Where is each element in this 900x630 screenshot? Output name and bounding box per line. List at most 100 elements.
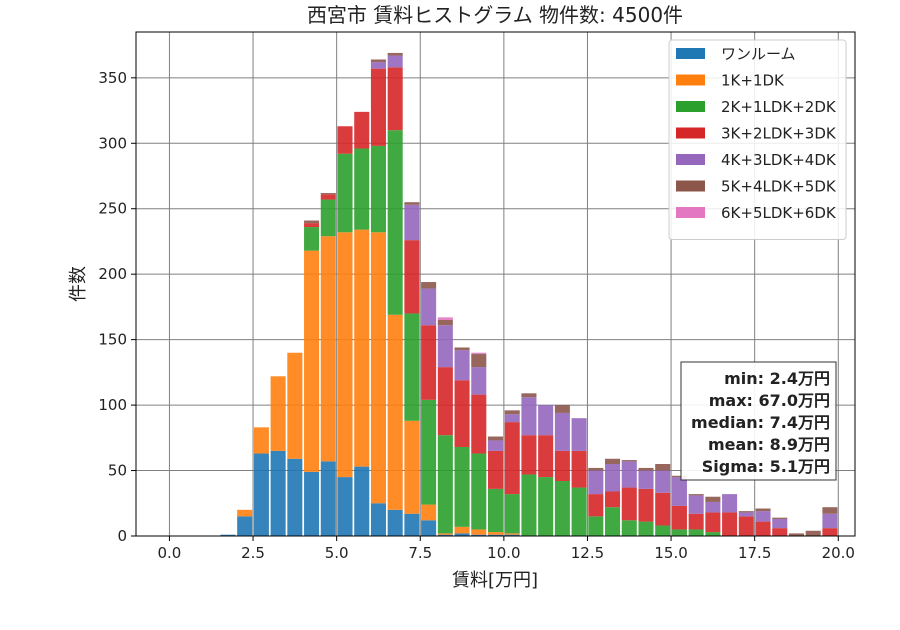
bar-5-bin-37 xyxy=(822,513,838,529)
bar-6-bin-29 xyxy=(688,494,704,496)
bar-2-bin-7 xyxy=(320,236,336,462)
legend-label-7: 6K+5LDK+6DK xyxy=(721,204,837,222)
bar-5-bin-19 xyxy=(521,397,537,436)
bar-1-bin-18 xyxy=(504,534,520,536)
bar-4-bin-11 xyxy=(387,67,403,131)
y-tick-label: 0 xyxy=(117,527,127,545)
bar-6-bin-13 xyxy=(421,282,437,289)
legend-box xyxy=(668,39,847,240)
bar-1-bin-16 xyxy=(471,534,487,536)
stats-line-2: max: 67.0万円 xyxy=(709,391,830,410)
bar-7-bin-16 xyxy=(471,352,487,355)
bar-6-bin-10 xyxy=(370,59,386,63)
bar-6-bin-33 xyxy=(755,508,771,512)
y-tick-label: 250 xyxy=(98,200,127,218)
plot-frame xyxy=(135,31,856,537)
bar-6-bin-17 xyxy=(487,436,504,441)
bar-6-bin-23 xyxy=(588,467,604,471)
bar-5-bin-33 xyxy=(755,511,771,522)
bar-3-bin-15 xyxy=(454,446,470,527)
bar-4-bin-21 xyxy=(554,450,570,482)
legend-swatch-1 xyxy=(676,48,705,59)
bar-4-bin-13 xyxy=(421,325,437,400)
bar-6-bin-35 xyxy=(788,533,805,536)
bar-4-bin-17 xyxy=(487,450,504,489)
bar-1-bin-8 xyxy=(337,477,353,536)
bar-6-bin-7 xyxy=(320,193,336,195)
bar-3-bin-28 xyxy=(671,529,687,536)
bars-layer xyxy=(220,52,838,536)
legend: ワンルーム 1K+1DK 2K+1LDK+2DK 3K+2LDK+3DK 4K+3LDK… xyxy=(668,39,847,240)
bar-6-bin-18 xyxy=(504,410,520,415)
bar-5-bin-16 xyxy=(471,367,487,395)
x-tick-label: 12.5 xyxy=(571,544,604,562)
bar-4-bin-19 xyxy=(521,435,537,475)
legend-swatch-3 xyxy=(676,101,705,112)
x-axis-label: 賃料[万円] xyxy=(452,570,538,591)
legend-swatch-5 xyxy=(676,154,705,165)
bar-4-bin-33 xyxy=(755,521,771,536)
bar-6-bin-11 xyxy=(387,52,403,56)
bar-1-bin-12 xyxy=(404,513,420,536)
bar-6-bin-16 xyxy=(471,354,487,368)
bar-1-bin-6 xyxy=(304,471,320,536)
bar-2-bin-13 xyxy=(421,504,437,521)
bar-3-bin-17 xyxy=(487,488,504,533)
bar-4-bin-31 xyxy=(722,512,738,536)
bar-1-bin-1 xyxy=(220,534,236,536)
x-tick-label: 20.0 xyxy=(822,544,855,562)
bar-2-bin-18 xyxy=(504,533,520,535)
bar-5-bin-18 xyxy=(504,414,520,423)
bar-4-bin-29 xyxy=(688,513,704,530)
x-tick-label: 2.5 xyxy=(241,544,265,562)
bar-2-bin-17 xyxy=(487,532,504,535)
bar-3-bin-22 xyxy=(571,487,587,536)
bar-1-bin-13 xyxy=(421,520,437,536)
bar-5-bin-34 xyxy=(772,518,788,529)
bar-4-bin-20 xyxy=(538,435,554,478)
bar-6-bin-37 xyxy=(822,507,838,514)
bar-6-bin-36 xyxy=(805,530,821,536)
bar-5-bin-12 xyxy=(404,204,420,241)
bar-4-bin-16 xyxy=(471,394,487,454)
bar-6-bin-12 xyxy=(404,202,420,205)
bar-6-bin-14 xyxy=(437,320,453,326)
bar-6-bin-24 xyxy=(605,458,621,464)
x-tick-label: 17.5 xyxy=(738,544,771,562)
bar-2-bin-5 xyxy=(287,352,303,459)
bar-1-bin-4 xyxy=(270,450,286,536)
bar-5-bin-15 xyxy=(454,350,470,381)
bar-3-bin-13 xyxy=(421,399,437,505)
y-tick-label: 300 xyxy=(98,134,127,152)
bar-4-bin-25 xyxy=(621,487,637,521)
x-tick-label: 5.0 xyxy=(325,544,349,562)
y-axis-label: 件数 xyxy=(68,266,89,302)
bar-3-bin-8 xyxy=(337,153,353,233)
bar-3-bin-29 xyxy=(688,529,704,536)
bar-6-bin-28 xyxy=(671,475,687,478)
bar-1-bin-9 xyxy=(354,466,370,536)
bar-4-bin-18 xyxy=(504,422,520,495)
bar-2-bin-15 xyxy=(454,526,470,534)
legend-label-3: 2K+1LDK+2DK xyxy=(721,98,837,116)
bar-3-bin-9 xyxy=(354,148,370,230)
bar-3-bin-23 xyxy=(588,516,604,536)
bar-2-bin-16 xyxy=(471,529,487,535)
stats-line-3: median: 7.4万円 xyxy=(691,413,830,432)
bar-3-bin-27 xyxy=(655,525,671,536)
x-axis-ticks: 0.0 2.5 5.0 7.5 10.0 12.5 15.0 17.5 20.0 xyxy=(158,536,855,562)
bar-6-bin-34 xyxy=(772,517,788,519)
bar-2-bin-12 xyxy=(404,420,420,514)
bar-1-bin-14 xyxy=(437,534,453,536)
bar-6-bin-21 xyxy=(554,405,570,413)
bar-4-bin-34 xyxy=(772,528,788,536)
y-tick-label: 50 xyxy=(108,462,127,480)
bar-4-bin-15 xyxy=(454,380,470,447)
bar-3-bin-25 xyxy=(621,520,637,536)
chart-title: 西宮市 賃料ヒストグラム 物件数: 4500件 xyxy=(307,3,683,27)
bar-1-bin-11 xyxy=(387,509,403,536)
bar-2-bin-6 xyxy=(304,250,320,472)
bar-4-bin-37 xyxy=(822,528,838,536)
bar-4-bin-6 xyxy=(304,223,320,228)
